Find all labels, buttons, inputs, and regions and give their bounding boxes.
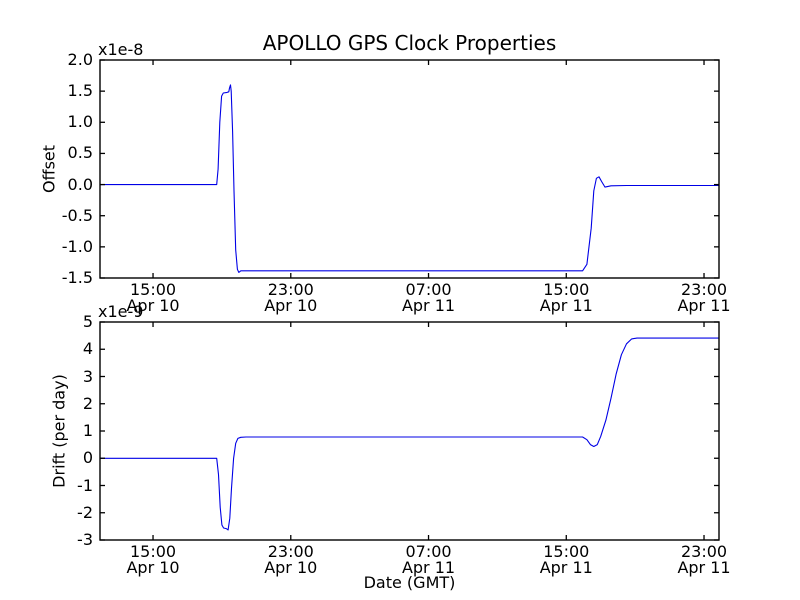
- x-tick-date: Apr 10: [264, 558, 318, 577]
- x-tick-date: Apr 11: [401, 558, 456, 577]
- x-tick-time: 07:00: [405, 542, 452, 561]
- y-tick-label: 5: [82, 312, 93, 331]
- y-tick-label: -1.5: [61, 268, 93, 287]
- x-tick-label: 23:00 Apr 11: [677, 282, 730, 314]
- x-tick-label: 15:00 Apr 10: [126, 282, 179, 314]
- y-scale-multiplier-offset: x1e-8: [98, 40, 144, 59]
- x-tick-date: Apr 10: [126, 558, 180, 577]
- x-tick-label: 07:00 Apr 11: [402, 544, 455, 576]
- y-tick-label: -1: [77, 475, 93, 495]
- y-tick-label: 0.0: [67, 174, 93, 194]
- x-tick-label: 15:00 Apr 11: [540, 282, 593, 314]
- x-tick-date: Apr 10: [126, 296, 180, 315]
- axes-frame: [99, 321, 720, 541]
- x-tick-time: 07:00: [405, 280, 452, 299]
- x-tick-label: 07:00 Apr 11: [402, 282, 455, 314]
- x-tick-label: 23:00 Apr 11: [677, 544, 730, 576]
- x-tick-label: 23:00 Apr 10: [264, 544, 317, 576]
- y-tick-label: -2: [77, 502, 93, 522]
- y-axis-label-offset: Offset: [39, 144, 59, 194]
- y-scale-multiplier-drift: x1e-9: [98, 302, 144, 321]
- y-tick-label: 0: [82, 448, 93, 468]
- x-tick-date: Apr 11: [539, 558, 593, 577]
- y-tick-label: -3: [77, 530, 93, 549]
- x-tick-time: 23:00: [680, 280, 728, 299]
- x-axis-label: Date (GMT): [363, 573, 456, 592]
- y-tick-label: -0.5: [61, 205, 93, 225]
- y-tick-label: 2: [82, 393, 93, 413]
- series-line-clock-offset: [100, 84, 719, 273]
- subplot-0: [99, 59, 720, 279]
- x-tick-time: 15:00: [543, 280, 590, 299]
- subplot-1: [99, 321, 720, 541]
- x-tick-time: 23:00: [267, 280, 314, 299]
- y-axis-label-drift: Drift (per day): [49, 374, 69, 488]
- x-tick-date: Apr 10: [264, 296, 318, 315]
- x-tick-time: 15:00: [129, 542, 177, 561]
- chart-title: APOLLO GPS Clock Properties: [262, 31, 557, 55]
- x-tick-date: Apr 11: [401, 296, 456, 315]
- x-tick-label: 23:00 Apr 10: [264, 282, 317, 314]
- y-tick-label: 1: [82, 421, 93, 440]
- axes-frame: [99, 59, 720, 279]
- x-tick-time: 15:00: [129, 280, 177, 299]
- y-tick-label: 1.5: [67, 81, 93, 101]
- x-tick-date: Apr 11: [677, 296, 731, 315]
- x-tick-label: 15:00 Apr 11: [540, 544, 593, 576]
- x-tick-date: Apr 11: [539, 296, 593, 315]
- x-tick-time: 23:00: [267, 542, 314, 561]
- y-tick-label: 1.0: [67, 112, 93, 132]
- x-tick-label: 15:00 Apr 10: [126, 544, 179, 576]
- y-tick-label: -1.0: [61, 236, 93, 256]
- y-tick-label: 3: [82, 366, 93, 386]
- x-tick-time: 15:00: [543, 542, 590, 561]
- x-tick-date: Apr 11: [677, 558, 731, 577]
- x-tick-time: 23:00: [680, 542, 728, 561]
- y-tick-label: 0.5: [67, 143, 93, 163]
- series-line-clock-drift: [100, 337, 719, 531]
- y-tick-label: 2.0: [67, 50, 93, 69]
- y-tick-label: 4: [82, 339, 93, 359]
